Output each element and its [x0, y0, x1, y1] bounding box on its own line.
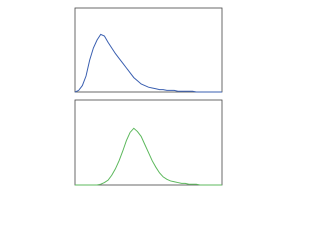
figure	[74, 7, 223, 186]
panel-frame	[74, 7, 223, 93]
histogram-line	[74, 33, 222, 93]
histogram-line	[75, 127, 222, 186]
panel-frame	[74, 99, 223, 186]
